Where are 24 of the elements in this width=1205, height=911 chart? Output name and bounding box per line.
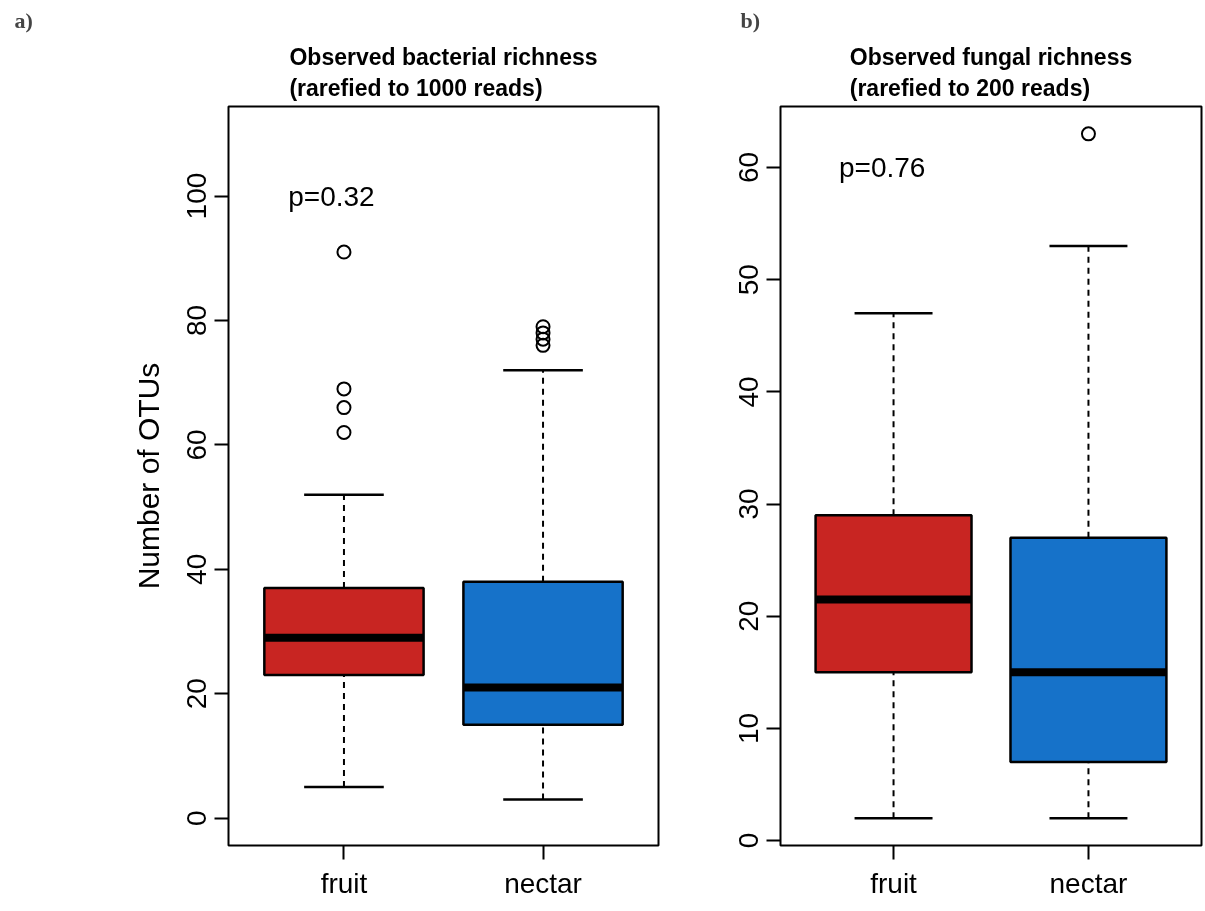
y-tick-label: 10 <box>733 712 765 744</box>
y-tick-label: 100 <box>181 172 213 220</box>
x-tick-label: fruit <box>320 867 368 899</box>
y-tick-label: 60 <box>181 429 213 461</box>
y-tick-label: 20 <box>181 678 213 710</box>
chart-title: Observed bacterial richness (rarefied to 1000 reads) <box>289 44 598 102</box>
y-tick-label: 60 <box>733 151 765 184</box>
x-tick-label: fruit <box>870 867 918 899</box>
y-tick-label: 20 <box>733 600 765 632</box>
y-axis-title: Number of OTUs <box>131 362 165 590</box>
x-tick-label: nectar <box>504 867 582 899</box>
y-tick-label: 0 <box>733 832 765 849</box>
x-tick-label: nectar <box>1049 867 1128 899</box>
y-tick-label: 30 <box>733 488 765 520</box>
y-tick-label: 80 <box>181 304 213 337</box>
chart-title: Observed fungal richness (rarefied to 200 reads) <box>849 44 1133 102</box>
y-tick-label: 50 <box>733 264 765 296</box>
y-tick-label: 0 <box>181 810 213 826</box>
y-tick-label: 40 <box>733 376 765 408</box>
text: b) <box>740 7 761 33</box>
text: a) <box>14 7 33 33</box>
annotation: p=0.76 <box>838 152 926 184</box>
y-tick-label: 40 <box>181 553 213 585</box>
annotation: p=0.32 <box>288 180 375 212</box>
